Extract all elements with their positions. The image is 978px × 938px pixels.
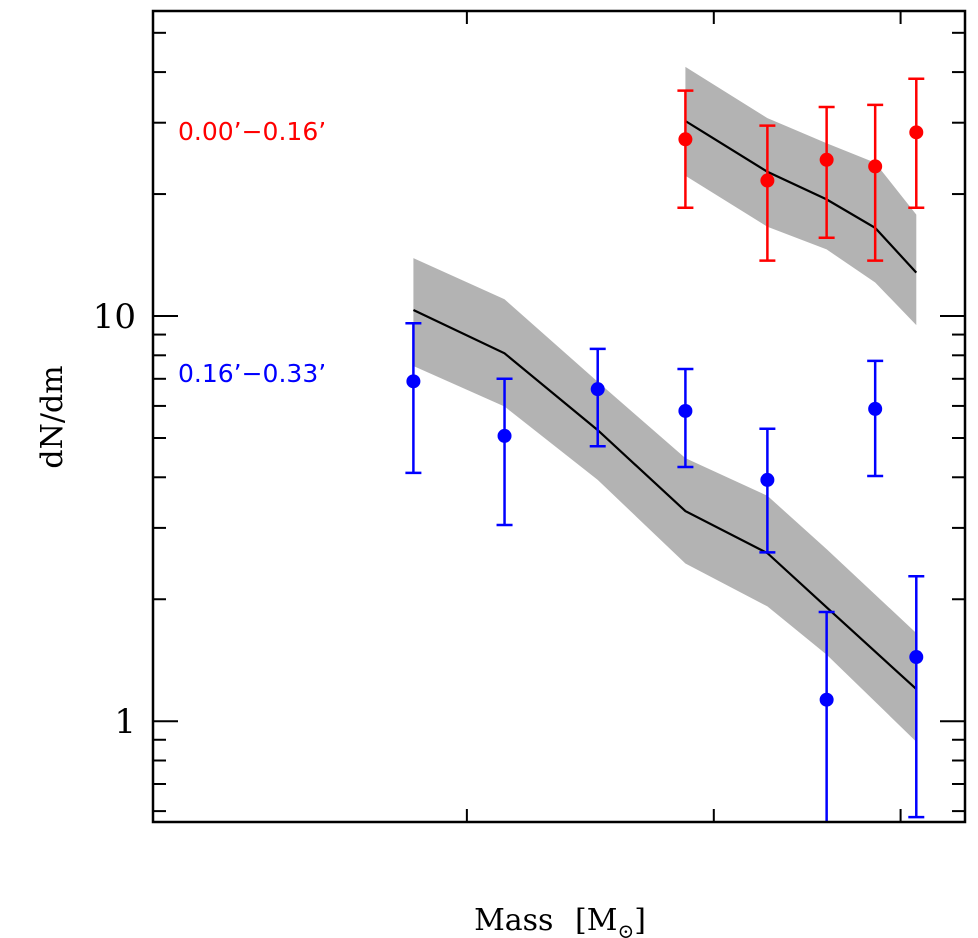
data-points [405, 77, 925, 822]
data-point [497, 428, 512, 443]
y-tick-label-10: 10 [93, 297, 136, 337]
x-axis-label-unit: M [587, 903, 618, 938]
axis-ticks [153, 11, 965, 822]
data-point [406, 374, 421, 389]
data-point [819, 152, 834, 167]
model-line-1 [412, 309, 918, 690]
plot-frame [151, 9, 967, 824]
data-point [760, 472, 775, 487]
model-bands [413, 66, 917, 742]
legend-label-outer: 0.16’−0.33’ [178, 359, 326, 388]
data-point [678, 132, 693, 147]
data-point [819, 692, 834, 707]
model-band-1 [413, 258, 917, 742]
data-point [590, 382, 605, 397]
y-tick-label-1: 1 [114, 702, 136, 742]
data-point [868, 159, 883, 174]
data-point [760, 173, 775, 188]
sun-symbol-icon: ⊙ [617, 919, 634, 938]
axis-labels: 10 1 dN/dm Mass [M⊙] 0.00’−0.16’ 0.16’−0… [35, 117, 646, 938]
y-axis-label: dN/dm [35, 365, 70, 468]
legend-label-inner: 0.00’−0.16’ [178, 117, 326, 146]
data-point [909, 125, 924, 140]
plot-border [151, 9, 967, 824]
x-axis-label-main: Mass [474, 903, 553, 938]
data-point [868, 401, 883, 416]
x-axis-label: Mass [M⊙] [474, 903, 646, 938]
model-band-0 [685, 66, 917, 326]
data-point [678, 403, 693, 418]
data-point [909, 650, 924, 665]
